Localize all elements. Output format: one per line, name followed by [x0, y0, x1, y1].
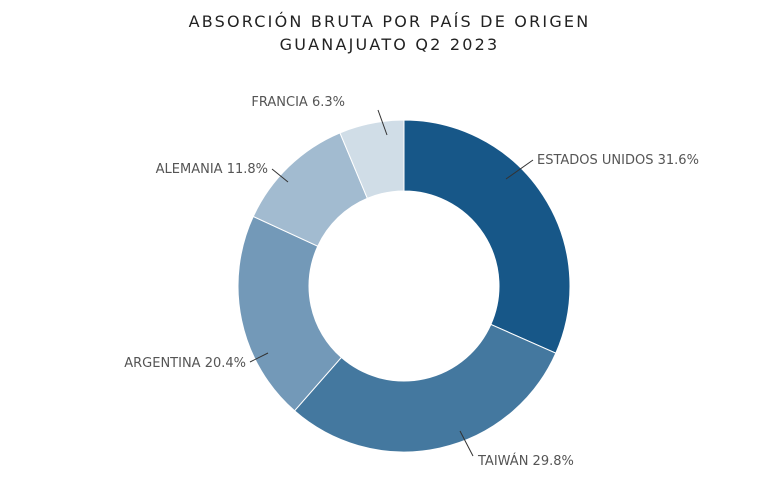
- chart-title-line-1: ABSORCIÓN BRUTA POR PAÍS DE ORIGEN: [188, 12, 591, 31]
- leader-line-argentina: [249, 352, 269, 363]
- slice-taiwan: [293, 323, 557, 453]
- chart-title-line-2: GUANAJUATO Q2 2023: [279, 35, 500, 54]
- slice-label-estados-unidos: ESTADOS UNIDOS 31.6%: [537, 153, 699, 168]
- slice-francia: [339, 119, 405, 200]
- leader-line-francia: [377, 109, 388, 136]
- slice-estados-unidos: [403, 119, 571, 354]
- slice-label-argentina: ARGENTINA 20.4%: [124, 356, 246, 371]
- leader-line-taiwan: [459, 430, 474, 457]
- slice-label-taiwan: TAIWÁN 29.8%: [477, 453, 574, 469]
- slice-label-francia: FRANCIA 6.3%: [251, 95, 345, 110]
- slices-layer: [237, 119, 571, 453]
- leader-lines-layer: [249, 109, 534, 457]
- slice-labels-layer: ESTADOS UNIDOS 31.6% TAIWÁN 29.8% ARGENTIN…: [124, 95, 699, 469]
- leader-line-alemania: [271, 168, 289, 183]
- slice-label-alemania: ALEMANIA 11.8%: [156, 162, 268, 177]
- leader-line-estados-unidos: [505, 159, 534, 180]
